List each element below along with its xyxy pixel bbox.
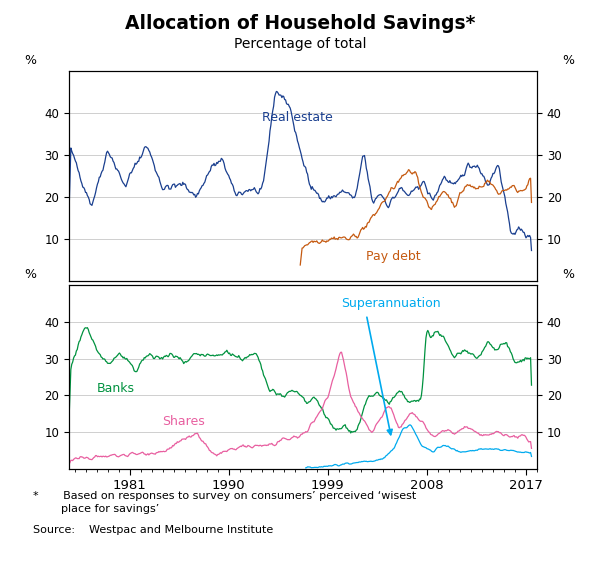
Text: Source:    Westpac and Melbourne Institute: Source: Westpac and Melbourne Institute <box>33 525 273 536</box>
Text: Shares: Shares <box>163 415 205 428</box>
Text: %: % <box>25 54 37 67</box>
Text: Pay debt: Pay debt <box>367 250 421 263</box>
Text: Real estate: Real estate <box>262 111 332 124</box>
Text: *       Based on responses to survey on consumers’ perceived ‘wisest: * Based on responses to survey on consum… <box>33 491 416 502</box>
Text: Superannuation: Superannuation <box>341 297 440 310</box>
Text: Allocation of Household Savings*: Allocation of Household Savings* <box>125 14 475 33</box>
Text: %: % <box>25 269 37 282</box>
Text: %: % <box>563 54 575 67</box>
Text: place for savings’: place for savings’ <box>33 504 159 515</box>
Text: %: % <box>563 269 575 282</box>
Text: Percentage of total: Percentage of total <box>234 37 366 51</box>
Text: Banks: Banks <box>97 382 134 395</box>
